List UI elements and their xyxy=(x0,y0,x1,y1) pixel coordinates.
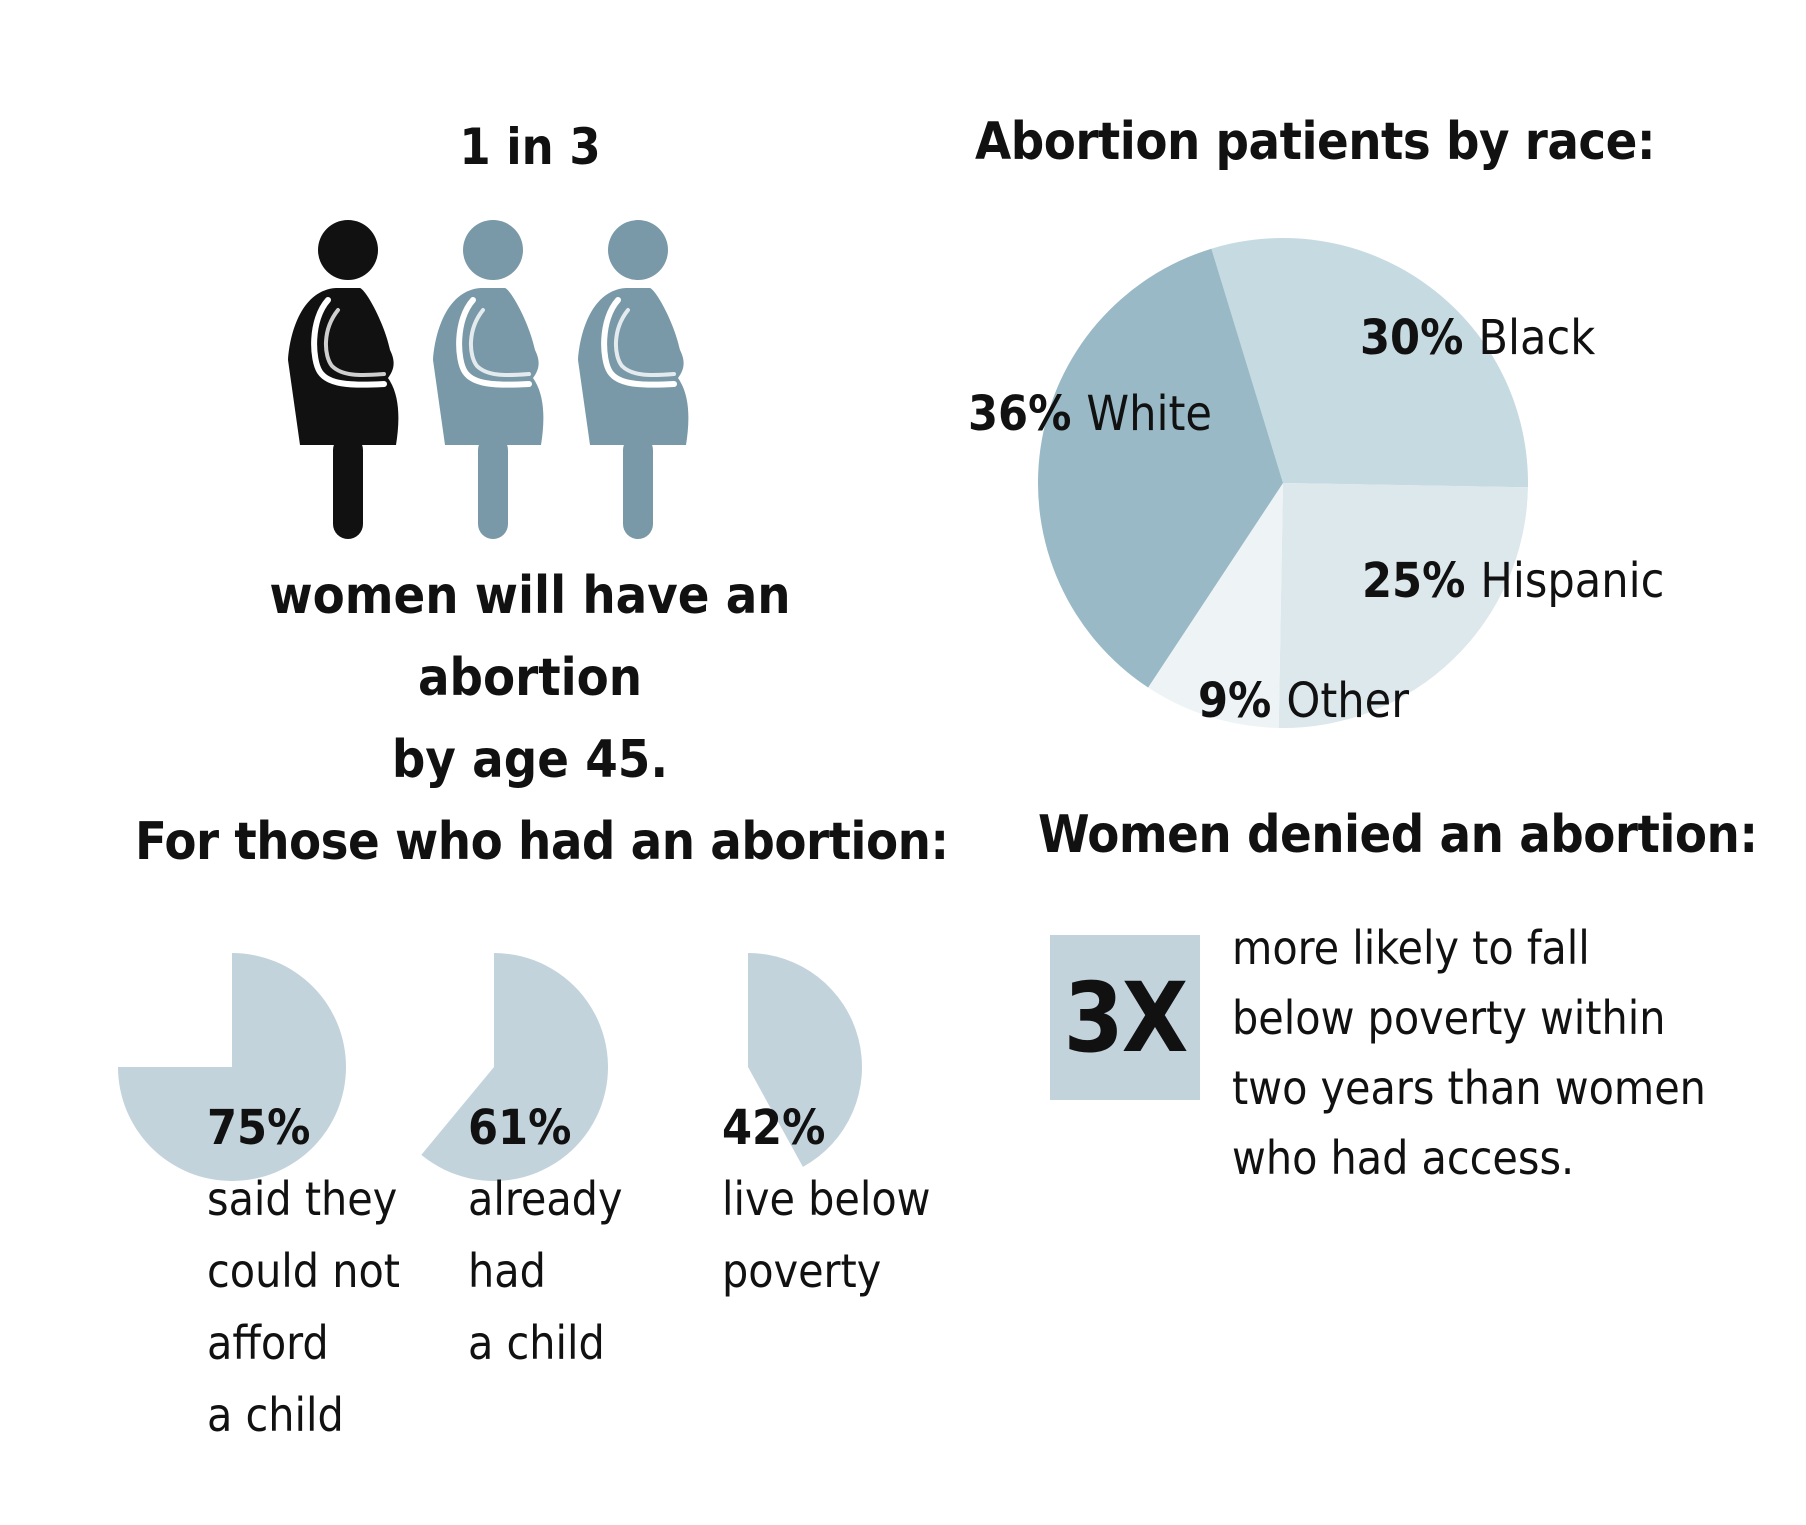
pie-slice-hispanic xyxy=(1278,483,1528,728)
headline-1-in-3: 1 in 3 xyxy=(459,118,601,176)
pie-slice-black xyxy=(1211,237,1528,488)
race-chart-title: Abortion patients by race: xyxy=(975,112,1656,172)
abortion-stats-title: For those who had an abortion: xyxy=(135,812,949,872)
woman-figure-icon xyxy=(288,220,399,539)
pie-label-white: 36% White xyxy=(968,386,1212,442)
stat-afford-percent: 75% xyxy=(207,1100,311,1156)
denied-line: more likely to fall xyxy=(1232,921,1590,975)
woman-figure-icon xyxy=(578,220,689,539)
stat-wedge-had-child xyxy=(421,953,609,1181)
stat-afford-description: said they could not afford a child xyxy=(207,1172,400,1442)
stat-had-child-description: already had a child xyxy=(468,1172,623,1370)
denied-title: Women denied an abortion: xyxy=(1038,805,1758,865)
multiplier-box: 3X xyxy=(1050,935,1200,1100)
denied-line: two years than women xyxy=(1232,1061,1706,1115)
stat-wedge-poverty xyxy=(748,953,862,1167)
denied-line: who had access. xyxy=(1232,1131,1575,1185)
pie-slice-white xyxy=(1038,248,1283,688)
caption-line-1: women will have an abortion xyxy=(269,566,791,708)
stat-poverty-description: live below poverty xyxy=(722,1172,931,1298)
woman-figure-icon xyxy=(433,220,544,539)
caption-line-2: by age 45. xyxy=(391,730,669,790)
stat-poverty-percent: 42% xyxy=(722,1100,826,1156)
women-caption: women will have an abortion by age 45. xyxy=(180,555,880,801)
stat-had-child-percent: 61% xyxy=(468,1100,572,1156)
denied-description: more likely to fall below poverty within… xyxy=(1232,913,1792,1193)
pie-label-hispanic: 25% Hispanic xyxy=(1362,553,1664,609)
pie-label-other: 9% Other xyxy=(1198,673,1409,729)
stat-wedge-afford xyxy=(118,953,346,1181)
denied-line: below poverty within xyxy=(1232,991,1666,1045)
pie-slice-other xyxy=(1148,483,1283,728)
multiplier-value: 3X xyxy=(1063,961,1189,1074)
pie-label-black: 30% Black xyxy=(1360,310,1595,366)
